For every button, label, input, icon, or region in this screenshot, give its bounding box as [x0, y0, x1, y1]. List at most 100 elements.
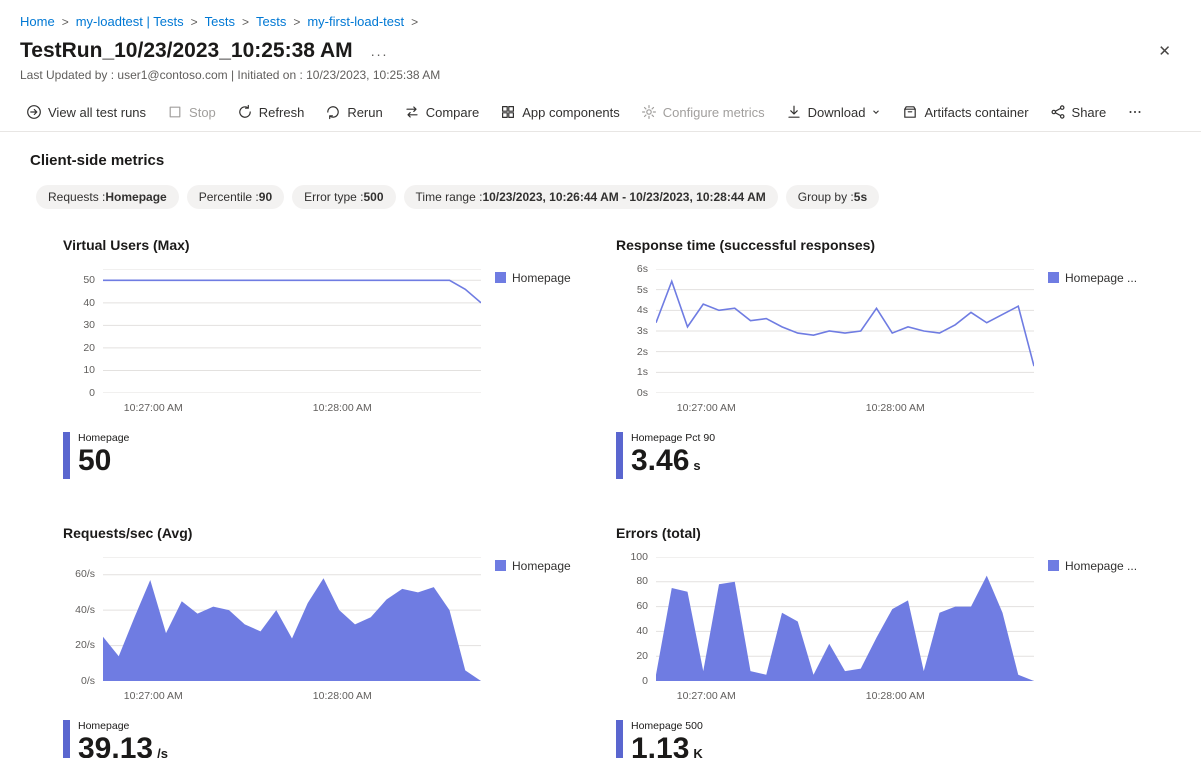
- line-series: [103, 280, 481, 303]
- legend-item[interactable]: Homepage ...: [1048, 269, 1137, 393]
- toolbar-refresh[interactable]: Refresh: [237, 104, 305, 120]
- gear-icon: [641, 104, 657, 120]
- filter-pill-percentile[interactable]: Percentile : 90: [186, 185, 285, 209]
- breadcrumb-link[interactable]: Tests: [204, 14, 235, 29]
- filter-label: Group by :: [797, 190, 854, 204]
- toolbar-compare[interactable]: Compare: [404, 104, 479, 120]
- x-axis-labels: 10:27:00 AM 10:28:00 AM: [103, 402, 481, 417]
- y-tick-label: 6s: [636, 263, 648, 275]
- more-icon: [1127, 104, 1143, 120]
- toolbar-label: Artifacts container: [924, 104, 1029, 120]
- breadcrumb-link[interactable]: my-loadtest | Tests: [75, 14, 184, 29]
- x-tick-label: 10:27:00 AM: [676, 402, 736, 414]
- toolbar-view-all-test-runs[interactable]: View all test runs: [26, 104, 146, 120]
- legend-swatch: [495, 272, 506, 283]
- filter-label: Error type :: [304, 190, 364, 204]
- app-components-icon: [500, 104, 516, 120]
- filter-value: 90: [258, 190, 273, 204]
- y-axis: 0 20 40 60 80 100: [616, 551, 656, 687]
- breadcrumb-separator: >: [293, 14, 301, 29]
- toolbar-label: App components: [522, 104, 620, 120]
- chart-title: Virtual Users (Max): [63, 237, 190, 253]
- chevron-down-icon: [871, 107, 881, 117]
- y-axis: 0 10 20 30 40 50: [63, 269, 103, 399]
- y-axis: 0s 1s 2s 3s 4s 5s 6s: [616, 263, 656, 399]
- filter-value: 500: [363, 190, 384, 204]
- breadcrumb: Home > my-loadtest | Tests > Tests > Tests > my-…: [20, 10, 1173, 39]
- stat-value: 39.13: [78, 731, 154, 758]
- y-axis: 0/s 20/s 40/s 60/s: [63, 557, 103, 686]
- toolbar-more[interactable]: [1127, 104, 1143, 120]
- toolbar-label: Compare: [425, 104, 480, 120]
- breadcrumb-link[interactable]: my-first-load-test: [307, 14, 405, 29]
- y-tick-label: 0: [89, 387, 95, 399]
- x-tick-label: 10:27:00 AM: [123, 689, 183, 702]
- y-tick-label: 1s: [636, 366, 648, 379]
- toolbar: View all test runs Stop Refresh Rerun Compar…: [0, 97, 1201, 132]
- filter-value: 5s: [853, 190, 868, 204]
- breadcrumb-link[interactable]: Home: [20, 14, 55, 29]
- stat-label: Homepage: [78, 432, 130, 444]
- breadcrumb-separator: >: [411, 14, 419, 29]
- stop-icon: [167, 104, 183, 120]
- breadcrumb-link[interactable]: Tests: [255, 14, 287, 29]
- breadcrumb-separator: >: [190, 14, 198, 29]
- legend-item[interactable]: Homepage: [495, 269, 571, 393]
- plot-area: [103, 269, 481, 393]
- toolbar-label: Download: [807, 104, 866, 120]
- breadcrumb-separator: >: [61, 14, 69, 29]
- chart-title: Errors (total): [616, 524, 701, 541]
- x-tick-label: 10:28:00 AM: [312, 689, 372, 702]
- toolbar-label: Share: [1071, 104, 1107, 120]
- stat-unit: /s: [157, 745, 168, 758]
- toolbar-label: Rerun: [347, 104, 383, 120]
- chart-title: Requests/sec (Avg): [63, 524, 193, 541]
- filter-label: Percentile :: [198, 190, 259, 204]
- toolbar-artifacts-container[interactable]: Artifacts container: [902, 104, 1029, 120]
- legend-swatch: [1048, 272, 1059, 283]
- x-axis-labels: 10:27:00 AM 10:28:00 AM: [656, 690, 1034, 705]
- stat-label: Homepage Pct 90: [631, 432, 716, 444]
- area-series: [103, 577, 481, 681]
- toolbar-download[interactable]: Download: [786, 104, 882, 120]
- title-more-button[interactable]: ...: [370, 43, 389, 59]
- metric-stat: Homepage Pct 90 3.46 s: [616, 432, 1173, 479]
- toolbar-label: Refresh: [258, 104, 305, 120]
- legend-item[interactable]: Homepage: [495, 557, 571, 681]
- x-tick-label: 10:28:00 AM: [865, 402, 925, 414]
- stat-value: 1.13: [631, 731, 690, 758]
- filter-pill-error-type[interactable]: Error type : 500: [292, 185, 396, 209]
- last-updated-text: Last Updated by : user1@contoso.com | In…: [20, 68, 441, 82]
- filter-label: Requests :: [48, 190, 106, 204]
- y-tick-label: 40: [83, 296, 95, 309]
- close-icon[interactable]: ✕: [1158, 43, 1171, 60]
- legend-swatch: [1048, 559, 1059, 571]
- toolbar-configure-metrics: Configure metrics: [641, 104, 765, 120]
- legend-label: Homepage ...: [1065, 271, 1138, 285]
- charts-grid: Virtual Users (Max) 0 10 20 30 40 50 Homepage…: [63, 237, 1173, 758]
- breadcrumb-separator: >: [241, 14, 249, 29]
- y-tick-label: 80: [636, 575, 648, 588]
- filter-pill-group-by[interactable]: Group by : 5s: [785, 185, 880, 209]
- client-side-metrics-panel: Client-side metrics Requests : Homepage P…: [20, 132, 1173, 758]
- toolbar-share[interactable]: Share: [1050, 104, 1107, 120]
- chart-title: Response time (successful responses): [616, 237, 876, 253]
- y-tick-label: 5s: [636, 283, 648, 296]
- stat-label: Homepage: [78, 719, 130, 732]
- chart-requests-per-sec: Requests/sec (Avg) 0/s 20/s 40/s 60/s Homep…: [63, 525, 616, 758]
- y-tick-label: 10: [83, 364, 95, 377]
- plot-area: [656, 269, 1034, 393]
- stat-value: 3.46: [631, 444, 690, 477]
- metric-stat: Homepage 50: [63, 432, 616, 479]
- filter-pill-time-range[interactable]: Time range : 10/23/2023, 10:26:44 AM - 1…: [403, 185, 778, 209]
- stat-color-bar: [63, 432, 70, 479]
- y-tick-label: 3s: [636, 325, 648, 337]
- toolbar-rerun[interactable]: Rerun: [325, 104, 383, 120]
- view-all-icon: [26, 104, 42, 120]
- y-tick-label: 40/s: [75, 603, 95, 616]
- page-title: TestRun_10/23/2023_10:25:38 AM: [20, 39, 353, 62]
- toolbar-app-components[interactable]: App components: [500, 104, 620, 120]
- legend-item[interactable]: Homepage ...: [1048, 557, 1137, 681]
- filter-pill-requests[interactable]: Requests : Homepage: [36, 185, 179, 209]
- y-tick-label: 40: [636, 624, 648, 637]
